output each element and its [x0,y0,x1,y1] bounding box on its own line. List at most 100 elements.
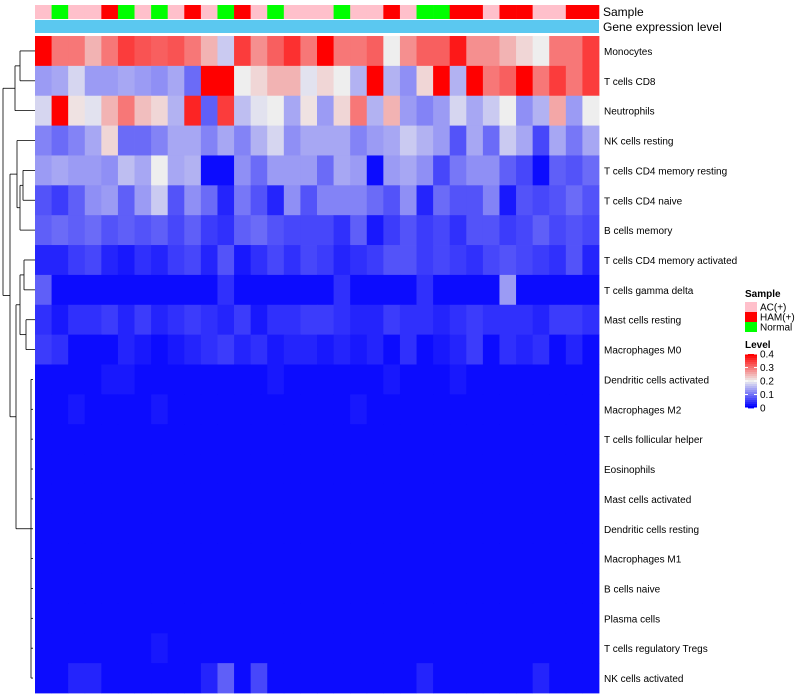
heatmap-cell [101,543,119,574]
legend-level-gradient-step [745,396,757,399]
heatmap-cell [51,304,69,336]
heatmap-cell [449,543,467,574]
heatmap-cell [582,245,600,276]
heatmap-cell [499,65,517,97]
heatmap-cell [449,304,467,336]
heatmap-cell [582,513,600,545]
heatmap-cell [151,185,169,216]
heatmap-cell [466,36,484,67]
row-label: Mast cells resting [604,316,681,327]
heatmap-cell [416,483,434,515]
heatmap-cell [532,334,550,365]
heatmap-cell [499,424,517,455]
heatmap-cell [532,274,550,306]
heatmap-cell [151,364,169,395]
sample-annotation-cell [134,5,152,19]
heatmap-cell [350,155,368,186]
heatmap-cell [516,483,534,515]
heatmap-cell [317,274,334,306]
heatmap-cell [200,454,218,485]
heatmap-cell [84,304,102,336]
heatmap-cell [283,513,301,545]
heatmap-cell [532,483,550,515]
heatmap-cell [84,603,102,634]
heatmap-cell [283,454,301,485]
heatmap-cell [267,185,285,216]
heatmap-cell [217,65,235,97]
heatmap-cell [466,573,484,604]
heatmap-cell [350,274,368,306]
heatmap-cell [217,245,235,276]
heatmap-cell [366,543,384,574]
heatmap-cell [250,185,268,216]
heatmap-cell [466,65,484,97]
heatmap-cell [300,304,318,336]
heatmap-cell [350,394,368,425]
heatmap-cell [234,543,252,574]
heatmap-cell [101,95,119,126]
legend-level-gradient-step [745,364,757,367]
legend-level-gradient-step [745,370,757,373]
heatmap-cell [283,274,301,306]
heatmap-cell [84,215,102,246]
heatmap-cell [151,155,169,186]
heatmap-cell [582,65,600,97]
heatmap-cell [51,274,69,306]
sample-annotation-cell [482,5,500,19]
heatmap-cell [366,364,384,395]
heatmap-cell [366,334,384,365]
heatmap-cell [317,65,334,97]
legend-sample-swatch [745,312,757,322]
heatmap-cell [482,185,500,216]
heatmap-cell [184,663,202,694]
heatmap-cell [217,155,235,186]
heatmap-cell [283,155,301,186]
heatmap-cell [449,603,467,634]
heatmap-cell [399,483,417,515]
heatmap-cell [84,364,102,395]
heatmap-cell [267,65,285,97]
heatmap-cell [383,95,401,126]
sample-annotation-cell [449,5,467,19]
heatmap-cell [383,543,401,574]
heatmap-cell [449,483,467,515]
heatmap-cell [499,334,517,365]
heatmap-cell [184,304,202,336]
sample-annotation-cell [532,5,550,19]
sample-annotation-cell [35,5,52,19]
gene-expression-level-bar [35,20,599,33]
heatmap-cell [499,274,517,306]
heatmap-cell [134,573,152,604]
heatmap-cell [350,573,368,604]
heatmap-cell [68,36,86,67]
heatmap-cell [134,633,152,664]
heatmap-cell [151,304,169,336]
heatmap-cell [499,573,517,604]
heatmap-cell [549,36,567,67]
heatmap-cell [167,424,185,455]
heatmap-cell [532,65,550,97]
heatmap-cell [300,185,318,216]
heatmap-cell [433,663,451,694]
heatmap-cell [300,663,318,694]
heatmap-cell [317,573,334,604]
heatmap-cell [167,364,185,395]
heatmap-cell [151,454,169,485]
heatmap-cell [516,245,534,276]
heatmap-cell [267,454,285,485]
heatmap-cell [84,155,102,186]
heatmap-cell [134,215,152,246]
heatmap-cell [333,483,351,515]
heatmap-cell [217,633,235,664]
heatmap-cell [399,65,417,97]
heatmap-cell [151,334,169,365]
heatmap-cell [267,155,285,186]
legend-sample-label: AC(+) [760,303,786,314]
row-label: Monocytes [604,47,652,58]
heatmap-cell [516,454,534,485]
heatmap-cell [516,95,534,126]
heatmap-cell [68,424,86,455]
heatmap-cell [167,603,185,634]
heatmap-cell [317,304,334,336]
